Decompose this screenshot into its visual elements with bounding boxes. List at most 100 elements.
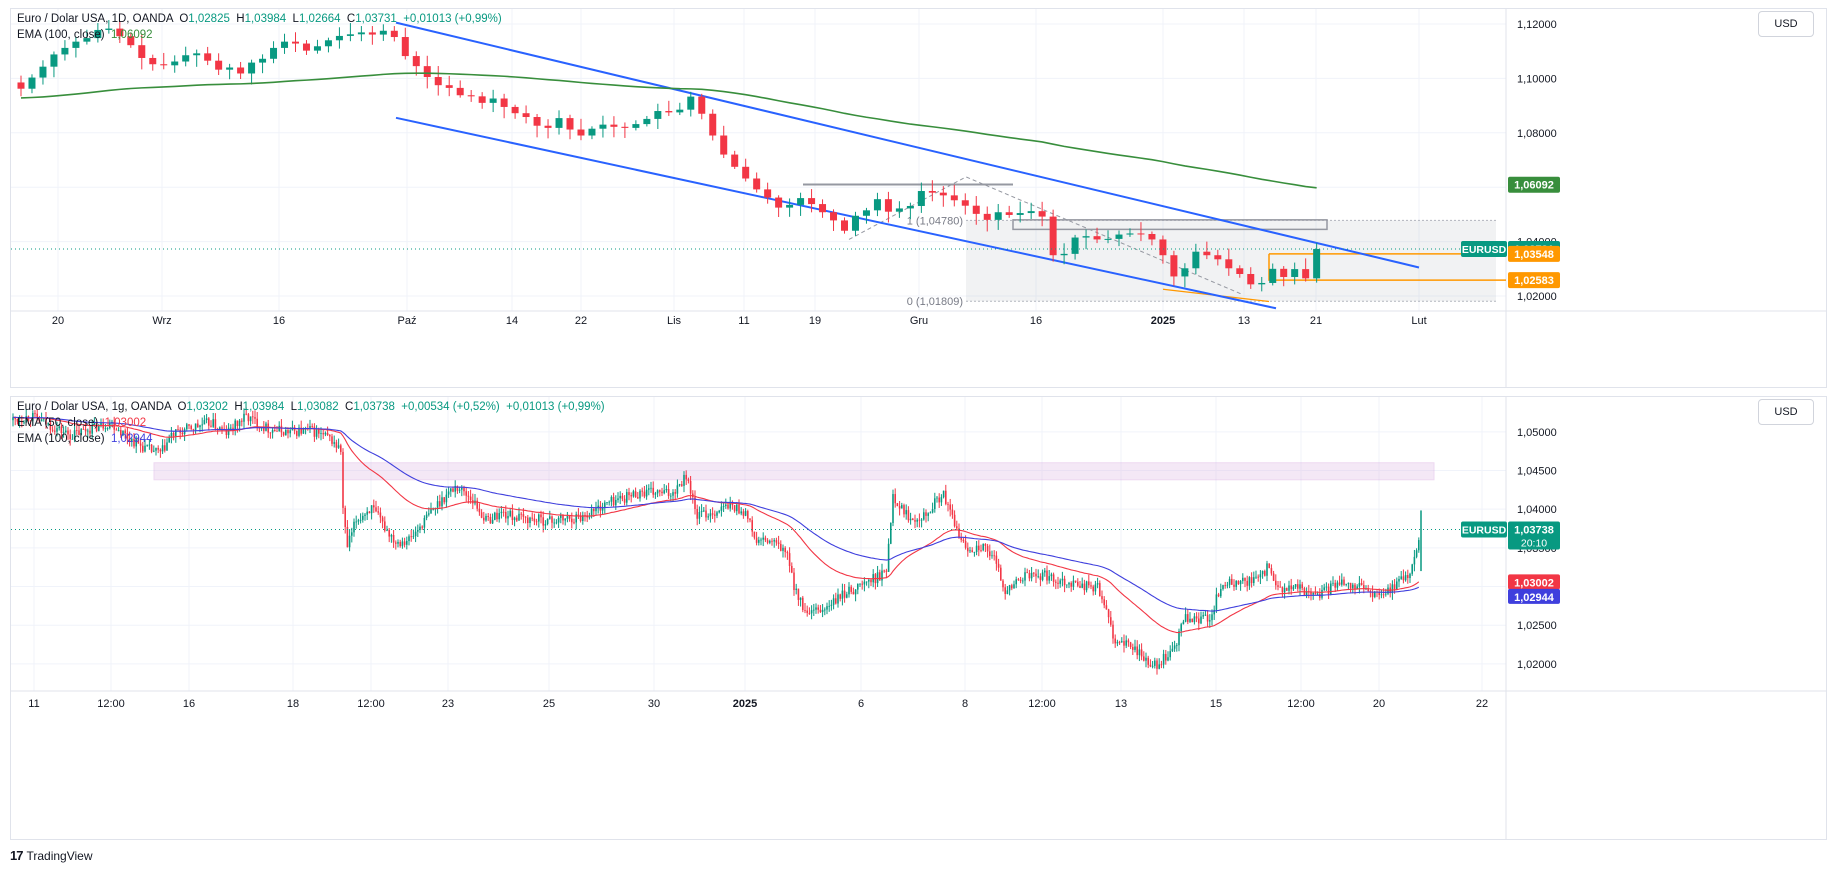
hourly-candle-body [535,521,538,523]
hourly-candle-body [1338,582,1341,585]
hourly-candle-body [47,422,49,425]
hourly-candle-body [942,490,945,498]
daily-candle-body [533,117,541,126]
hourly-candle-body [1138,649,1141,656]
hourly-candle-body [368,511,371,514]
hourly-candle-body [951,509,954,515]
hourly-candle-body [549,516,551,519]
hourly-candle-body [562,515,564,521]
hourly-candle-body [777,542,780,544]
hourly-close: 1,03738 [353,401,395,413]
hourly-candle-body [564,518,566,521]
hourly-candle-body [1248,577,1251,586]
hourly-candle-body [612,496,615,506]
hourly-candle-body [175,429,177,437]
daily-x-tick-label: 11 [738,315,749,327]
hourly-candle-body [318,429,320,434]
hourly-candle-body [142,445,144,452]
hourly-candle-body [1169,651,1171,658]
hourly-candle-body [1327,586,1330,595]
daily-candle-body [434,77,442,86]
hourly-currency-button[interactable]: USD [1758,399,1814,425]
hourly-candle-body [1057,582,1059,584]
hourly-candle-body [848,586,850,595]
daily-candle-body [544,125,552,128]
hourly-candle-body [252,416,254,418]
daily-currency-button[interactable]: USD [1758,11,1814,37]
hourly-candle-body [786,552,789,554]
daily-candle-body [1082,236,1090,238]
hourly-candle-body [1083,583,1086,591]
daily-candle-body [511,106,519,114]
daily-candle-body [1192,251,1200,269]
daily-candle-body [357,32,365,35]
daily-candle-body [764,189,772,198]
hourly-candle-body [236,420,239,427]
daily-chart-canvas[interactable]: 1,120001,100001,080001,060001,040001,020… [11,9,1826,387]
hourly-candle-body [1378,592,1380,596]
daily-candle-body [1302,269,1310,279]
daily-chart-pane[interactable]: 1,120001,100001,080001,060001,040001,020… [10,8,1827,388]
hourly-candle-body [791,565,793,573]
hourly-chart-canvas[interactable]: 1,050001,045001,040001,035001,030001,025… [11,397,1826,839]
hourly-candle-body [610,496,613,502]
daily-candle-body [1269,268,1277,283]
hourly-candle-body [1079,585,1081,588]
hourly-candle-body [76,430,78,431]
hourly-x-tick-label: 30 [648,698,660,710]
hourly-candle-body [551,516,553,523]
daily-candle-body [950,195,958,201]
daily-candle-body [851,215,859,231]
hourly-candle-body [1132,647,1134,650]
hourly-candle-body [714,514,716,516]
hourly-candle-body [1211,614,1213,621]
hourly-candle-body [1077,581,1079,586]
hourly-candle-body [654,493,657,495]
hourly-candle-body [740,511,742,514]
hourly-candle-body [461,487,463,490]
daily-candle-body [884,199,892,212]
hourly-candle-body [720,506,723,511]
daily-candle-body [1071,237,1079,254]
hourly-candle-body [489,516,492,524]
hourly-candle-body [1011,585,1013,589]
daily-candle-body [687,96,695,110]
daily-orange-level-bottom [1268,253,1506,281]
hourly-candle-body [815,607,817,610]
daily-candle-body [423,66,431,78]
hourly-candle-body [1220,589,1222,597]
hourly-candle-body [1330,583,1332,595]
hourly-candle-body [498,513,500,520]
hourly-candle-body [1035,573,1037,577]
hourly-candle-body [1385,593,1387,595]
hourly-candle-body [21,420,23,423]
tradingview-footer[interactable]: 17 TradingView [10,848,93,863]
daily-candle-body [1060,253,1068,256]
hourly-candle-body [1178,631,1180,646]
daily-candle-body [917,191,925,206]
hourly-candle-body [1167,657,1169,661]
hourly-candle-body [964,541,967,548]
daily-candle-body [259,58,267,63]
hourly-candle-body [1356,586,1358,590]
daily-candle-body [1137,233,1145,235]
hourly-candle-body [190,425,192,430]
hourly-chart-pane[interactable]: 1,050001,045001,040001,035001,030001,025… [10,396,1827,840]
hourly-candle-body [375,507,377,512]
hourly-candle-body [639,490,641,499]
hourly-candle-body [810,610,813,614]
hourly-candle-body [784,547,786,553]
hourly-candle-body [476,500,478,509]
hourly-candle-body [1286,587,1288,591]
hourly-candle-body [846,594,848,598]
hourly-candle-body [861,583,863,585]
hourly-candle-body [859,583,861,585]
hourly-candle-body [909,518,912,521]
hourly-candle-body [835,598,837,604]
hourly-candle-body [1184,614,1187,622]
hourly-candle-body [106,428,109,429]
hourly-candle-body [100,422,102,426]
hourly-legend-title: Euro / Dolar USA, 1g, OANDA [17,401,172,413]
hourly-candle-body [568,515,571,519]
hourly-candle-body [1347,582,1350,584]
